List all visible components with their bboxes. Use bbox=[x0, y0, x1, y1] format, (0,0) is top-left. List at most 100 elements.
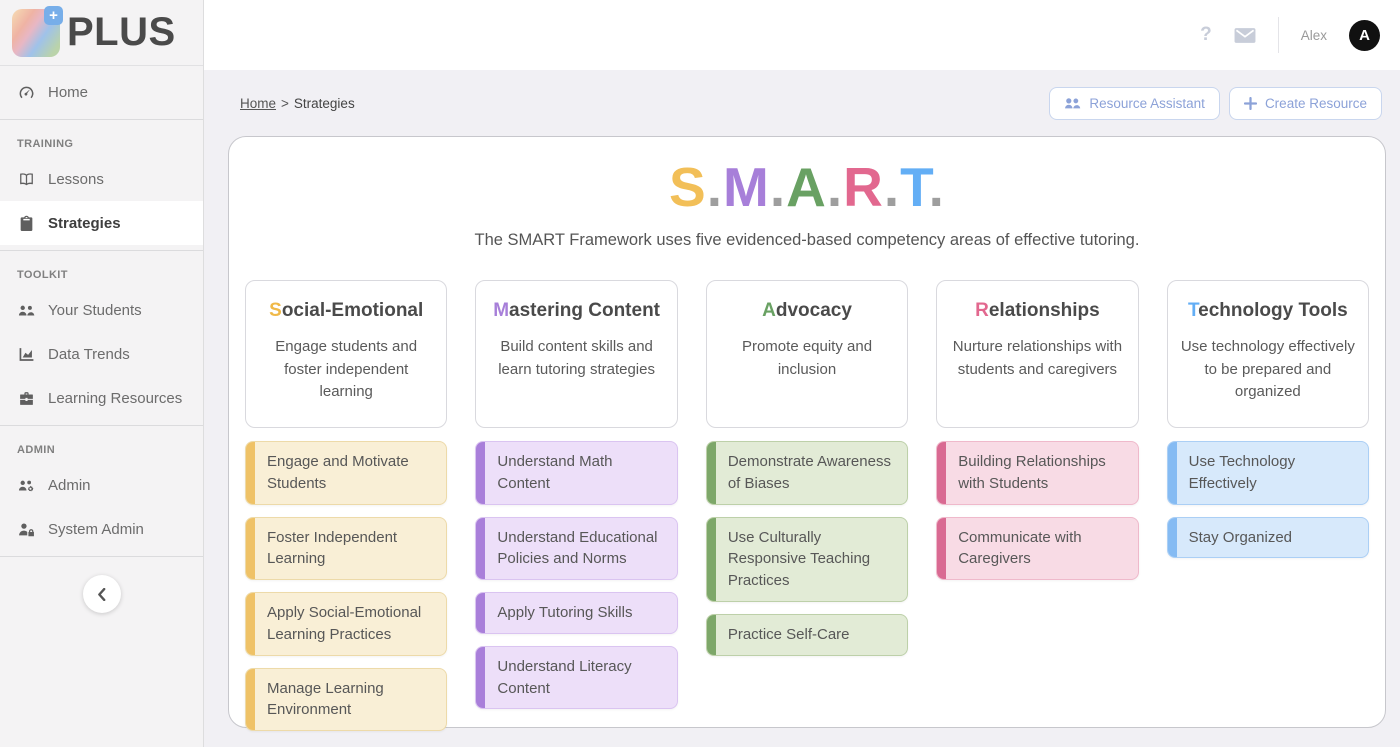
strategy-label: Use Technology Effectively bbox=[1188, 453, 1296, 492]
sidebar-item-learning-resources[interactable]: Learning Resources bbox=[0, 376, 203, 420]
users-gear-icon bbox=[17, 476, 35, 494]
smart-title-letter: T bbox=[900, 156, 929, 218]
competency-card: Social-Emotional Engage students and fos… bbox=[245, 280, 448, 428]
sidebar-section-training: TRAINING bbox=[17, 138, 74, 150]
app-logo[interactable]: + PLUS bbox=[0, 0, 203, 66]
sidebar-item-home[interactable]: Home bbox=[0, 70, 203, 114]
card-accent-strip bbox=[476, 442, 486, 504]
strategy-list: Building Relationships with Students Com… bbox=[936, 441, 1139, 580]
users-icon bbox=[1064, 97, 1081, 110]
page-content: Home > Strategies Resource Assistant Creat… bbox=[204, 70, 1400, 747]
competency-card: Relationships Nurture relationships with… bbox=[936, 280, 1139, 428]
smart-column-mastering-content: Mastering Content Build content skills a… bbox=[475, 280, 678, 731]
competency-initial: S bbox=[269, 300, 282, 321]
topbar-divider bbox=[1277, 17, 1279, 53]
breadcrumb-home-link[interactable]: Home bbox=[240, 95, 277, 111]
book-icon bbox=[17, 170, 35, 188]
card-accent-strip bbox=[246, 593, 255, 655]
competency-title: Mastering Content bbox=[486, 300, 666, 322]
strategy-label: Building Relationships with Students bbox=[958, 453, 1106, 492]
strategy-card[interactable]: Understand Literacy Content bbox=[475, 645, 678, 710]
strategy-card[interactable]: Understand Math Content bbox=[475, 441, 678, 505]
sidebar-section-admin: ADMIN bbox=[17, 444, 56, 456]
strategy-card[interactable]: Communicate with Caregivers bbox=[936, 516, 1139, 580]
sidebar-collapse-button[interactable] bbox=[82, 575, 121, 613]
logo-plus-badge: + bbox=[44, 5, 63, 25]
card-accent-strip bbox=[937, 517, 947, 579]
card-accent-strip bbox=[476, 593, 486, 633]
smart-title-letter: . bbox=[928, 156, 945, 218]
strategy-card[interactable]: Understand Educational Policies and Norm… bbox=[475, 516, 678, 580]
strategy-card[interactable]: Apply Social-Emotional Learning Practice… bbox=[245, 592, 448, 656]
sidebar-nav: Home TRAINING Lessons Strategies TOOLKIT bbox=[0, 66, 203, 747]
competency-initial: M bbox=[493, 300, 510, 321]
sidebar-item-lessons[interactable]: Lessons bbox=[0, 157, 203, 201]
create-resource-label: Create Resource bbox=[1264, 95, 1367, 111]
strategy-card[interactable]: Stay Organized bbox=[1166, 516, 1370, 559]
competency-title-rest: elationships bbox=[988, 300, 1100, 321]
strategy-card[interactable]: Building Relationships with Students bbox=[936, 441, 1139, 505]
strategy-card[interactable]: Manage Learning Environment bbox=[245, 667, 448, 731]
sidebar-divider bbox=[0, 250, 203, 251]
avatar[interactable]: A bbox=[1349, 19, 1380, 51]
sidebar-item-your-students[interactable]: Your Students bbox=[0, 288, 203, 332]
strategy-list: Engage and Motivate Students Foster Inde… bbox=[245, 441, 448, 731]
card-accent-strip bbox=[706, 517, 716, 601]
strategy-list: Understand Math Content Understand Educa… bbox=[475, 441, 678, 710]
smart-title-letter: . bbox=[826, 156, 844, 218]
card-accent-strip bbox=[706, 442, 716, 504]
competency-title-rest: echnology Tools bbox=[1198, 300, 1348, 321]
strategy-card[interactable]: Practice Self-Care bbox=[705, 613, 909, 656]
dashboard-icon bbox=[17, 83, 35, 101]
smart-title-letter: . bbox=[706, 156, 724, 218]
sidebar-divider bbox=[0, 556, 203, 557]
sidebar-item-label: Your Students bbox=[48, 301, 142, 319]
smart-title: S.M.A.R.T. bbox=[245, 155, 1369, 219]
strategy-card[interactable]: Demonstrate Awareness of Biases bbox=[705, 441, 909, 505]
competency-description: Build content skills and learn tutoring … bbox=[498, 338, 655, 378]
chevron-left-icon bbox=[97, 587, 106, 601]
help-icon[interactable]: ? bbox=[1200, 24, 1212, 45]
strategy-label: Stay Organized bbox=[1188, 528, 1293, 546]
sidebar-item-strategies[interactable]: Strategies bbox=[0, 201, 203, 245]
toolbox-icon bbox=[17, 389, 35, 407]
strategy-label: Communicate with Caregivers bbox=[958, 528, 1082, 568]
logo-gradient-icon: + bbox=[12, 5, 63, 57]
card-accent-strip bbox=[937, 442, 947, 504]
clipboard-icon bbox=[17, 214, 35, 232]
competency-card: Advocacy Promote equity and inclusion bbox=[705, 280, 909, 428]
sidebar-item-label: System Admin bbox=[48, 520, 144, 538]
strategy-card[interactable]: Use Culturally Responsive Teaching Pract… bbox=[705, 516, 909, 602]
competency-card: Mastering Content Build content skills a… bbox=[475, 280, 678, 428]
strategy-label: Foster Independent Learning bbox=[267, 528, 398, 568]
sidebar-item-label: Learning Resources bbox=[48, 389, 183, 407]
main-area: ? Alex A Home > Strategies Resource Assis bbox=[204, 0, 1400, 747]
card-accent-strip bbox=[1167, 442, 1177, 504]
smart-column-technology-tools: Technology Tools Use technology effectiv… bbox=[1166, 280, 1370, 731]
strategy-label: Understand Literacy Content bbox=[497, 657, 632, 697]
card-accent-strip bbox=[476, 646, 486, 709]
resource-assistant-button[interactable]: Resource Assistant bbox=[1049, 86, 1220, 120]
create-resource-button[interactable]: Create Resource bbox=[1228, 86, 1382, 120]
sidebar-item-label: Lessons bbox=[48, 170, 104, 188]
strategy-label: Demonstrate Awareness of Biases bbox=[727, 453, 891, 492]
strategy-card[interactable]: Apply Tutoring Skills bbox=[475, 592, 678, 634]
mail-icon[interactable] bbox=[1234, 27, 1256, 44]
strategy-card[interactable]: Foster Independent Learning bbox=[245, 516, 448, 580]
sidebar-item-admin[interactable]: Admin bbox=[0, 463, 203, 507]
sidebar-item-data-trends[interactable]: Data Trends bbox=[0, 332, 203, 376]
strategy-card[interactable]: Engage and Motivate Students bbox=[245, 441, 448, 505]
competency-description: Use technology effectively to be prepare… bbox=[1180, 338, 1355, 400]
strategy-list: Use Technology Effectively Stay Organize… bbox=[1166, 441, 1370, 559]
breadcrumb-separator: > bbox=[281, 95, 289, 111]
smart-column-relationships: Relationships Nurture relationships with… bbox=[936, 280, 1139, 731]
smart-column-advocacy: Advocacy Promote equity and inclusion De… bbox=[705, 280, 909, 731]
smart-title-letter: . bbox=[883, 156, 901, 218]
competency-columns: Social-Emotional Engage students and fos… bbox=[245, 280, 1370, 731]
sidebar-item-system-admin[interactable]: System Admin bbox=[0, 507, 203, 551]
strategy-card[interactable]: Use Technology Effectively bbox=[1166, 441, 1370, 505]
smart-title-letter: S bbox=[669, 156, 707, 218]
sidebar-divider bbox=[0, 425, 203, 426]
card-accent-strip bbox=[476, 517, 486, 579]
